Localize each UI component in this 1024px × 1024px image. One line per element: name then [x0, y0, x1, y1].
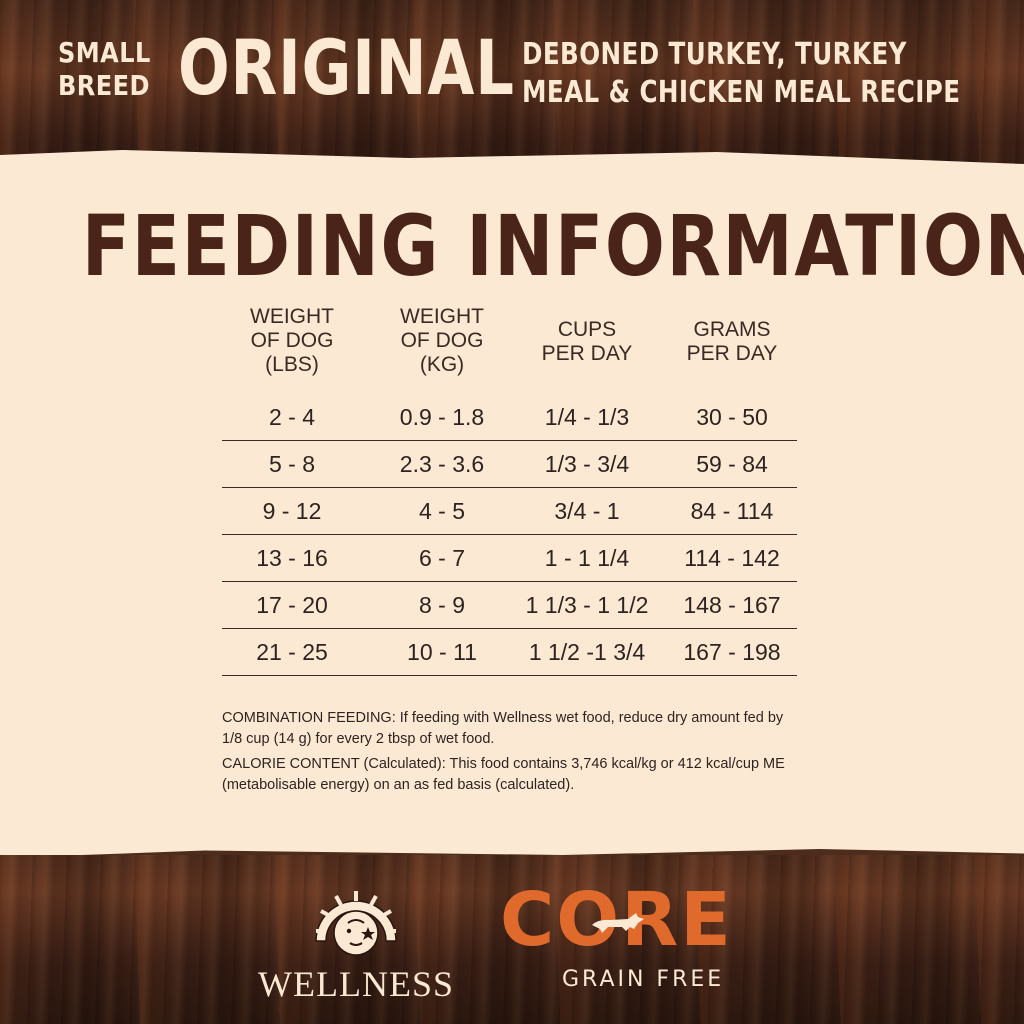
col-header-lbs-line1: WEIGHT	[250, 305, 334, 328]
header-original: ORIGINAL	[178, 23, 515, 112]
cell-cups: 1/3 - 3/4	[544, 451, 630, 477]
cell-grams: 167 - 198	[683, 639, 781, 665]
col-header-kg-line2: OF DOG	[400, 329, 484, 352]
page-title: FEEDING INFORMATION	[81, 197, 1024, 295]
cell-kg: 8 - 9	[418, 592, 466, 618]
cell-kg: 2.3 - 3.6	[399, 451, 485, 477]
wellness-logo: WELLNESS	[236, 885, 476, 1015]
table-row: 2 - 4 0.9 - 1.8 1/4 - 1/3 30 - 50	[222, 396, 797, 441]
calorie-line2: (metabolisable energy) on an as fed basi…	[222, 777, 575, 793]
feeding-panel	[0, 150, 1024, 855]
header-small-line2: BREED	[58, 69, 150, 102]
cell-cups: 1 1/3 - 1 1/2	[525, 592, 649, 618]
col-header-grams: GRAMS PER DAY	[662, 318, 802, 366]
col-header-lbs-line2: OF DOG	[250, 329, 334, 352]
cell-grams: 84 - 114	[690, 498, 774, 524]
col-header-kg-line1: WEIGHT	[400, 305, 484, 328]
table-row: 17 - 20 8 - 9 1 1/3 - 1 1/2 148 - 167	[222, 584, 797, 629]
cell-cups: 1/4 - 1/3	[544, 404, 630, 430]
cell-cups: 1 - 1 1/4	[544, 545, 630, 571]
cell-kg: 0.9 - 1.8	[399, 404, 485, 430]
cell-cups: 3/4 - 1	[554, 498, 620, 524]
wellness-wordmark: WELLNESS	[258, 964, 454, 1004]
header-recipe-line1: DEBONED TURKEY, TURKEY	[522, 37, 907, 72]
table-row: 21 - 25 10 - 11 1 1/2 -1 3/4 167 - 198	[222, 631, 797, 676]
combination-feeding-note: COMBINATION FEEDING: If feeding with Wel…	[222, 708, 822, 750]
cell-lbs: 2 - 4	[268, 404, 316, 430]
wolf-icon	[592, 913, 644, 933]
col-header-lbs: WEIGHT OF DOG (LBS)	[222, 305, 362, 377]
cell-grams: 30 - 50	[696, 404, 768, 430]
table-row: 9 - 12 4 - 5 3/4 - 1 84 - 114	[222, 490, 797, 535]
cell-grams: 148 - 167	[683, 592, 781, 618]
col-header-kg-line3: (KG)	[419, 353, 465, 376]
core-logo: CORE GRAIN FREE	[500, 877, 790, 1015]
header-recipe: DEBONED TURKEY, TURKEY MEAL & CHICKEN ME…	[522, 36, 960, 112]
cell-lbs: 5 - 8	[268, 451, 316, 477]
col-header-lbs-line3: (LBS)	[265, 353, 319, 376]
header-small-line1: SMALL	[58, 36, 151, 69]
grain-free-label: GRAIN FREE	[562, 967, 725, 992]
cell-lbs: 17 - 20	[256, 592, 328, 618]
cell-lbs: 13 - 16	[256, 545, 328, 571]
header-recipe-line2: MEAL & CHICKEN MEAL RECIPE	[522, 75, 961, 110]
col-header-cups-line1: CUPS	[557, 318, 617, 341]
cell-lbs: 21 - 25	[256, 639, 328, 665]
header-small-breed: SMALL BREED	[58, 36, 151, 102]
calorie-line1: CALORIE CONTENT (Calculated): This food …	[222, 756, 785, 772]
cell-grams: 114 - 142	[684, 545, 780, 571]
table-row: 5 - 8 2.3 - 3.6 1/3 - 3/4 59 - 84	[222, 443, 797, 488]
sun-face-icon	[315, 891, 397, 956]
cell-kg: 10 - 11	[407, 639, 477, 665]
combination-line1: COMBINATION FEEDING: If feeding with Wel…	[222, 710, 784, 726]
table-row: 13 - 16 6 - 7 1 - 1 1/4 114 - 142	[222, 537, 797, 582]
cell-kg: 6 - 7	[418, 545, 466, 571]
combination-line2: 1/8 cup (14 g) for every 2 tbsp of wet f…	[222, 731, 495, 747]
cell-lbs: 9 - 12	[262, 498, 322, 524]
cell-cups: 1 1/2 -1 3/4	[528, 639, 646, 665]
col-header-kg: WEIGHT OF DOG (KG)	[362, 305, 522, 377]
col-header-grams-line2: PER DAY	[686, 342, 778, 365]
cell-kg: 4 - 5	[418, 498, 466, 524]
cell-grams: 59 - 84	[696, 451, 768, 477]
calorie-content-note: CALORIE CONTENT (Calculated): This food …	[222, 754, 822, 796]
col-header-cups: CUPS PER DAY	[512, 318, 662, 366]
col-header-cups-line2: PER DAY	[541, 342, 633, 365]
col-header-grams-line1: GRAMS	[693, 318, 771, 341]
